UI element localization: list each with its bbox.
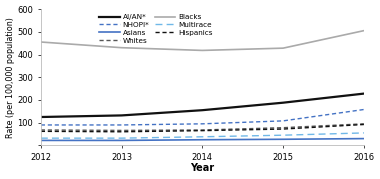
Legend: AI/AN*, NHOPI*, Asians, Whites, Blacks, Multirace, Hispanics: AI/AN*, NHOPI*, Asians, Whites, Blacks, … [100, 14, 213, 44]
X-axis label: Year: Year [190, 163, 214, 173]
Y-axis label: Rate (per 100,000 population): Rate (per 100,000 population) [6, 17, 14, 138]
